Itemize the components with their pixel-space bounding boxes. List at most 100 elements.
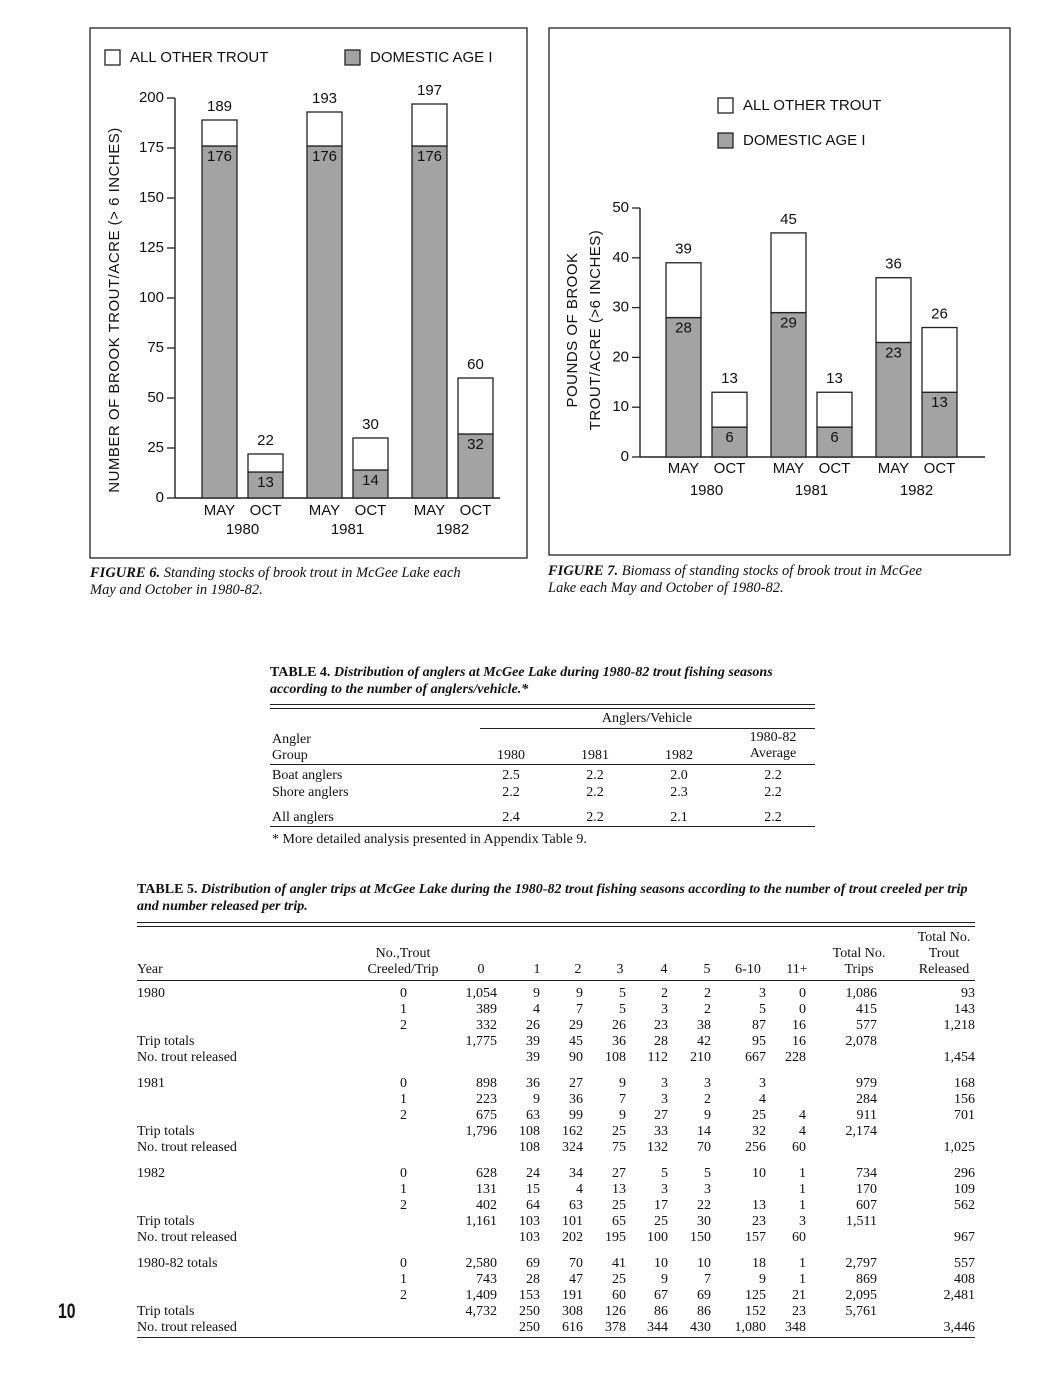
bar-segment bbox=[352, 437, 389, 471]
table-cell: 191 bbox=[562, 1288, 583, 1303]
table-cell: 4 bbox=[759, 1092, 766, 1107]
table-cell: 153 bbox=[519, 1288, 540, 1303]
table-cell: Shore anglers bbox=[272, 785, 349, 800]
bar-segment bbox=[921, 326, 958, 393]
legend-label: ALL OTHER TROUT bbox=[130, 49, 268, 66]
table-cell: 9 bbox=[533, 986, 540, 1001]
table-cell: 13 bbox=[752, 1198, 766, 1213]
table-cell: 23 bbox=[792, 1304, 806, 1319]
table-cell: 2.5 bbox=[502, 768, 520, 783]
table-cell: 2 bbox=[661, 986, 668, 1001]
table-cell: * More detailed analysis presented in Ap… bbox=[272, 832, 587, 847]
table-cell: 22 bbox=[697, 1198, 711, 1213]
table-cell: Year bbox=[137, 962, 163, 977]
table-cell: 15 bbox=[526, 1182, 540, 1197]
table-cell: 2.2 bbox=[586, 785, 604, 800]
table-cell: 1 bbox=[799, 1182, 806, 1197]
table-cell: 979 bbox=[856, 1076, 877, 1091]
table-cell: 1982 bbox=[665, 748, 693, 763]
table-cell: 156 bbox=[954, 1092, 975, 1107]
caption-label: FIGURE 7. bbox=[548, 563, 619, 579]
table-cell: 2.2 bbox=[764, 785, 782, 800]
table-cell: 26 bbox=[612, 1018, 626, 1033]
data-label: 176 bbox=[312, 148, 337, 165]
bar-segment bbox=[457, 377, 494, 435]
table-cell: 2,174 bbox=[845, 1124, 878, 1139]
table-cell: 1,454 bbox=[943, 1050, 976, 1065]
table-cell: 0 bbox=[400, 986, 407, 1001]
group-label: 1981 bbox=[795, 482, 828, 499]
table-cell: 0 bbox=[477, 962, 485, 977]
table-cell: 32 bbox=[752, 1124, 766, 1139]
rule bbox=[137, 922, 975, 923]
total-label: 197 bbox=[417, 82, 442, 99]
table-cell: 23 bbox=[654, 1018, 668, 1033]
x-tick-label: OCT bbox=[355, 502, 387, 519]
rule bbox=[270, 826, 815, 827]
data-label: 14 bbox=[362, 472, 379, 489]
table-cell: 168 bbox=[954, 1076, 975, 1091]
legend-swatch bbox=[717, 132, 734, 149]
table-cell: 63 bbox=[526, 1108, 540, 1123]
rule bbox=[137, 980, 975, 981]
table-cell: 6-10 bbox=[735, 962, 761, 977]
table-cell: 1,796 bbox=[465, 1124, 498, 1139]
x-tick-label: MAY bbox=[204, 502, 235, 519]
table-label: TABLE 5. bbox=[137, 882, 198, 897]
bar-segment bbox=[306, 145, 343, 499]
x-tick-label: MAY bbox=[414, 502, 445, 519]
table-cell: 2 bbox=[704, 1002, 711, 1017]
table-cell: 7 bbox=[576, 1002, 583, 1017]
table-cell: 1,054 bbox=[465, 986, 498, 1001]
table-cell: 2 bbox=[574, 962, 582, 977]
rule bbox=[137, 926, 975, 927]
table-cell: 1,086 bbox=[845, 986, 878, 1001]
table-cell: 0 bbox=[400, 1076, 407, 1091]
table-cell: 2.1 bbox=[670, 810, 688, 825]
table-cell: Total No. bbox=[832, 946, 886, 961]
table-cell: 2,580 bbox=[465, 1256, 498, 1271]
table-cell: 402 bbox=[476, 1198, 497, 1213]
table-cell: 17 bbox=[654, 1198, 668, 1213]
y-tick-label: 50 bbox=[147, 389, 164, 406]
table-cell: 616 bbox=[562, 1320, 583, 1335]
x-tick-label: OCT bbox=[250, 502, 282, 519]
table-cell: 2,797 bbox=[845, 1256, 878, 1271]
table-cell: 11+ bbox=[786, 962, 808, 977]
table-cell: 607 bbox=[856, 1198, 877, 1213]
table-cell: No. trout released bbox=[137, 1230, 237, 1245]
table-cell: 195 bbox=[605, 1230, 626, 1245]
table-cell: 1 bbox=[799, 1272, 806, 1287]
total-label: 30 bbox=[362, 416, 379, 433]
data-label: 13 bbox=[257, 474, 274, 491]
table-cell: 70 bbox=[569, 1256, 583, 1271]
y-tick-label: 0 bbox=[621, 448, 629, 465]
table-cell: Angler bbox=[272, 732, 311, 747]
table-cell: 28 bbox=[526, 1272, 540, 1287]
table-cell: 34 bbox=[569, 1166, 583, 1181]
table-cell: 16 bbox=[792, 1018, 806, 1033]
table-cell: 701 bbox=[954, 1108, 975, 1123]
table-cell: 1 bbox=[799, 1198, 806, 1213]
figure-caption: FIGURE 6. Standing stocks of brook trout… bbox=[90, 565, 475, 599]
total-label: 60 bbox=[467, 356, 484, 373]
bar-segment bbox=[411, 103, 448, 147]
x-tick-label: OCT bbox=[714, 460, 746, 477]
table-cell: 103 bbox=[519, 1214, 540, 1229]
table-cell: 69 bbox=[697, 1288, 711, 1303]
table-title: TABLE 5. Distribution of angler trips at… bbox=[137, 881, 977, 915]
table-cell: 27 bbox=[569, 1076, 583, 1091]
table-cell: Released bbox=[918, 962, 970, 977]
group-label: 1980 bbox=[690, 482, 723, 499]
rule bbox=[270, 708, 815, 709]
table-cell: 157 bbox=[745, 1230, 766, 1245]
table-cell: 3 bbox=[661, 1076, 668, 1091]
table-cell: 675 bbox=[476, 1108, 497, 1123]
table-cell: 967 bbox=[954, 1230, 975, 1245]
table-cell: 430 bbox=[690, 1320, 711, 1335]
table-cell: 45 bbox=[569, 1034, 583, 1049]
table-cell: 132 bbox=[647, 1140, 668, 1155]
table-cell: 150 bbox=[690, 1230, 711, 1245]
rule bbox=[270, 764, 815, 765]
